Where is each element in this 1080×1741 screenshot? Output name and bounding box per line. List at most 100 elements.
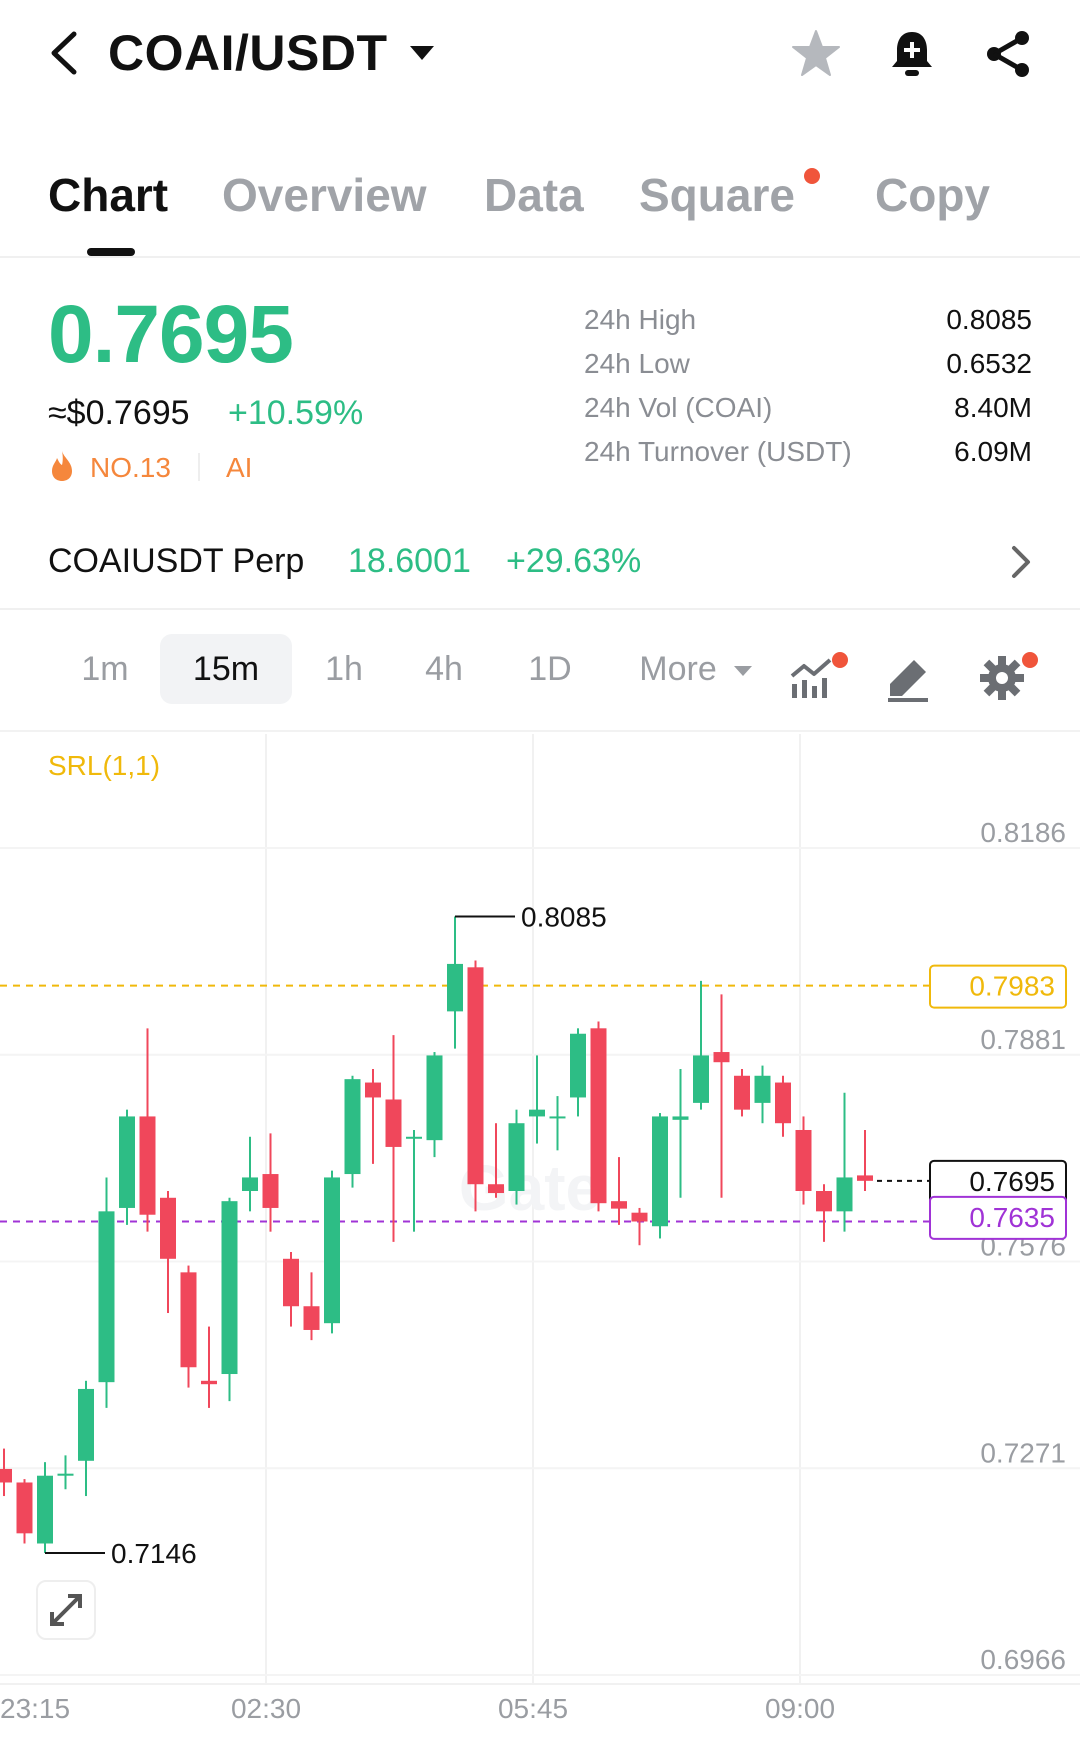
timeframe-1d[interactable]: 1D — [528, 650, 572, 688]
support-price-tag-label: 0.7635 — [969, 1202, 1055, 1233]
bell-plus-icon[interactable] — [886, 28, 938, 80]
notification-dot — [804, 168, 820, 184]
candle-body — [180, 1272, 197, 1368]
divider — [198, 453, 200, 481]
candle-body — [775, 1082, 791, 1124]
y-tick-label: 0.6966 — [980, 1644, 1066, 1675]
back-icon[interactable] — [44, 28, 84, 78]
tab-data[interactable]: Data — [484, 169, 584, 221]
candle-body — [78, 1388, 94, 1461]
candle-body — [139, 1116, 156, 1215]
candle-body — [529, 1109, 545, 1117]
candle-body — [303, 1306, 320, 1330]
candle-body — [672, 1116, 689, 1120]
low-price-label: 0.7146 — [111, 1538, 197, 1569]
timeframe-1m[interactable]: 1m — [81, 650, 129, 688]
candle-body — [242, 1177, 258, 1192]
price-change: +10.59% — [228, 394, 364, 432]
stat-value: 6.09M — [954, 436, 1032, 467]
stat-label: 24h High — [584, 304, 697, 335]
candle-body — [508, 1123, 525, 1192]
tab-copy[interactable]: Copy — [875, 169, 990, 221]
star-icon[interactable] — [790, 28, 842, 80]
candle-body — [795, 1129, 812, 1192]
candle-body — [426, 1055, 443, 1141]
x-tick-label: 02:30 — [231, 1693, 301, 1724]
perp-name: COAIUSDT Perp — [48, 542, 305, 580]
candle-body — [652, 1116, 668, 1227]
tab-chart[interactable]: Chart — [48, 169, 169, 221]
stat-value: 0.6532 — [946, 348, 1032, 379]
candle-body — [734, 1075, 750, 1110]
settings-gear-icon[interactable] — [978, 654, 1026, 702]
candle-body — [693, 1055, 709, 1103]
last-price: 0.7695 — [48, 289, 294, 380]
high-price-label: 0.8085 — [521, 901, 607, 932]
y-tick-label: 0.7271 — [980, 1437, 1066, 1468]
candle-body — [98, 1211, 115, 1383]
stat-label: 24h Vol (COAI) — [584, 392, 773, 423]
candle-body — [447, 963, 463, 1012]
tab-square[interactable]: Square — [639, 169, 795, 221]
y-tick-label: 0.8186 — [980, 817, 1066, 848]
candle-body — [406, 1136, 422, 1139]
sector-tag[interactable]: AI — [226, 452, 253, 483]
support-price-tag-box — [929, 1195, 1067, 1240]
fire-icon — [52, 451, 72, 481]
candle-body — [836, 1177, 853, 1212]
tab-bar: Chart Overview Data Square Copy — [0, 150, 1080, 258]
last-price-tag-label: 0.7695 — [969, 1166, 1055, 1197]
timeframe-1h[interactable]: 1h — [325, 650, 363, 688]
srl-price-tag-box — [929, 964, 1067, 1009]
rank-badge[interactable]: NO.13 — [90, 452, 171, 483]
candle-body — [713, 1052, 730, 1063]
candle-body — [590, 1028, 607, 1204]
notification-dot — [832, 652, 848, 668]
stat-value: 0.8085 — [946, 304, 1032, 335]
timeframe-more[interactable]: More — [639, 650, 717, 688]
tab-overview[interactable]: Overview — [222, 169, 427, 221]
candle-body — [119, 1116, 135, 1208]
top-bar: COAI/USDT — [0, 0, 1080, 120]
stat-label: 24h Low — [584, 348, 690, 379]
candle-body — [631, 1212, 648, 1222]
chevron-down-icon — [734, 666, 752, 676]
timeframe-4h[interactable]: 4h — [425, 650, 463, 688]
y-tick-label: 0.7881 — [980, 1024, 1066, 1055]
candle-body — [385, 1099, 402, 1147]
indicator-label: SRL(1,1) — [48, 750, 161, 781]
active-tab-indicator — [87, 248, 135, 256]
perp-change: +29.63% — [506, 542, 642, 580]
expand-icon — [50, 1594, 82, 1626]
candle-body — [201, 1380, 217, 1385]
share-icon[interactable] — [982, 28, 1034, 80]
stat-label: 24h Turnover (USDT) — [584, 436, 852, 467]
candlestick-chart[interactable]: 0.8186 0.7881 0.7576 0.7271 0.6966 23:15 02:30… — [0, 734, 1080, 1741]
expand-button[interactable] — [36, 1580, 96, 1640]
candle-body — [344, 1079, 361, 1175]
candle-body — [549, 1116, 566, 1119]
candle-body — [57, 1473, 74, 1476]
candle-body — [283, 1258, 299, 1307]
srl-price-tag-label: 0.7983 — [969, 971, 1055, 1002]
candle-body — [37, 1475, 53, 1544]
timeframe-15m[interactable]: 15m — [160, 634, 292, 704]
perp-price: 18.6001 — [348, 542, 471, 580]
candle-body — [160, 1197, 176, 1259]
candle-body — [365, 1082, 381, 1098]
candle-body — [262, 1174, 279, 1208]
x-tick-label: 09:00 — [765, 1693, 835, 1724]
perp-row[interactable]: COAIUSDT Perp 18.6001 +29.63% — [0, 530, 1080, 610]
timeframe-bar: 1m 15m 1h 4h 1D More — [0, 612, 1080, 732]
candle-body — [0, 1468, 12, 1483]
x-tick-label: 05:45 — [498, 1693, 568, 1724]
pair-title[interactable]: COAI/USDT — [108, 25, 388, 81]
candle-body — [857, 1175, 873, 1181]
candle-body — [467, 967, 484, 1185]
pair-dropdown-icon[interactable] — [410, 46, 434, 60]
draw-pen-icon[interactable] — [884, 654, 932, 702]
x-tick-label: 23:15 — [0, 1693, 70, 1724]
candle-body — [488, 1184, 504, 1194]
indicators-icon[interactable] — [788, 654, 836, 702]
